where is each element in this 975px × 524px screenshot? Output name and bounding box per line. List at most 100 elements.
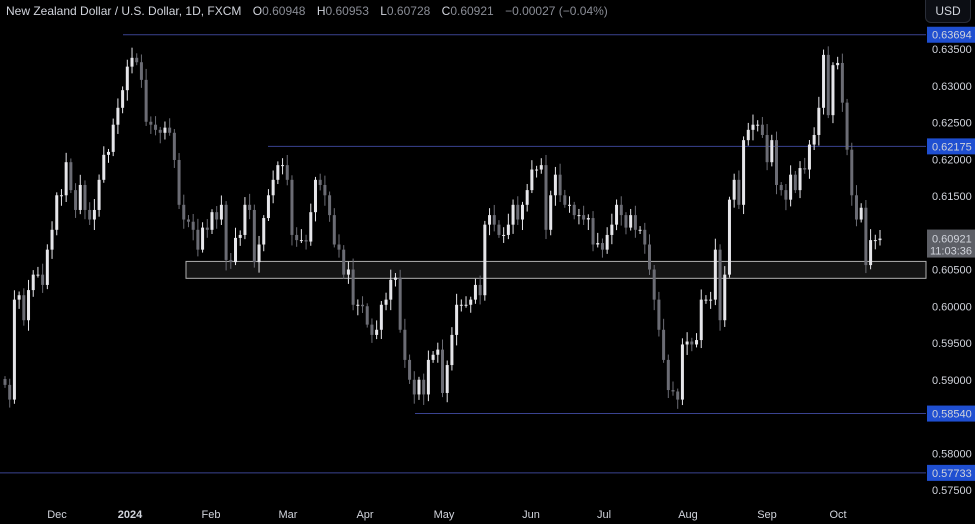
price-tick-label: 0.63000 bbox=[932, 81, 972, 93]
candle-body bbox=[704, 299, 708, 301]
candle-body bbox=[384, 299, 388, 305]
price-tick-label: 0.58000 bbox=[932, 448, 972, 460]
candle-body bbox=[177, 159, 181, 205]
candle-body bbox=[196, 229, 200, 250]
symbol-title[interactable]: New Zealand Dollar / U.S. Dollar, 1D, FX… bbox=[6, 4, 242, 18]
candle-body bbox=[600, 243, 604, 250]
candle-body bbox=[450, 334, 454, 366]
candle-body bbox=[191, 221, 195, 230]
candle-body bbox=[135, 57, 139, 63]
candle-body bbox=[370, 324, 374, 335]
candle-body bbox=[412, 379, 416, 395]
level-price-tag bbox=[927, 138, 975, 155]
candle-body bbox=[328, 195, 332, 216]
candle-body bbox=[45, 249, 49, 285]
candle-body bbox=[342, 249, 346, 275]
candle-body bbox=[365, 306, 369, 325]
candle-body bbox=[74, 190, 78, 210]
candle-body bbox=[859, 207, 863, 220]
candle-body bbox=[318, 179, 322, 185]
time-tick-label: Apr bbox=[356, 509, 373, 521]
time-tick-label: Aug bbox=[678, 509, 698, 521]
candle-body bbox=[615, 204, 619, 225]
candle-body bbox=[652, 269, 656, 300]
candle-body bbox=[873, 240, 877, 242]
candle-body bbox=[266, 195, 270, 219]
candle-body bbox=[657, 299, 661, 330]
low-label: L bbox=[380, 4, 387, 18]
high-label: H bbox=[316, 4, 326, 18]
candle-body bbox=[17, 295, 21, 300]
candle-body bbox=[610, 224, 614, 235]
candle-body bbox=[27, 290, 31, 321]
candle-body bbox=[662, 329, 666, 360]
candle-body bbox=[22, 295, 26, 321]
candle-body bbox=[770, 140, 774, 163]
level-price-label: 0.58540 bbox=[932, 409, 972, 421]
candle-body bbox=[723, 274, 727, 321]
candle-body bbox=[727, 199, 731, 275]
candle-body bbox=[379, 304, 383, 330]
candle-body bbox=[746, 129, 750, 141]
candle-body bbox=[822, 54, 826, 108]
candle-body bbox=[568, 204, 572, 206]
candle-body bbox=[182, 204, 186, 220]
candle-body bbox=[520, 204, 524, 220]
candle-body bbox=[106, 151, 110, 155]
candle-body bbox=[699, 299, 703, 341]
candle-body bbox=[680, 344, 684, 400]
candle-body bbox=[502, 234, 506, 236]
candle-body bbox=[403, 329, 407, 360]
last-price-label: 0.60921 bbox=[932, 234, 972, 246]
candle-body bbox=[139, 62, 143, 80]
candle-body bbox=[248, 204, 252, 210]
candle-body bbox=[506, 224, 510, 235]
candle-body bbox=[638, 229, 642, 231]
candle-body bbox=[577, 215, 581, 217]
candle-body bbox=[426, 359, 430, 395]
candle-body bbox=[299, 240, 303, 242]
candle-body bbox=[12, 299, 16, 400]
level-price-tag bbox=[927, 405, 975, 422]
candle-body bbox=[69, 162, 73, 191]
time-tick-label: Mar bbox=[279, 509, 298, 521]
candle-body bbox=[375, 329, 379, 335]
candle-body bbox=[553, 174, 557, 196]
candle-body bbox=[50, 229, 54, 250]
candle-body bbox=[605, 234, 609, 250]
candle-body bbox=[323, 184, 327, 196]
candle-body bbox=[55, 195, 59, 230]
candle-body bbox=[121, 90, 125, 108]
candle-body bbox=[271, 179, 275, 196]
price-tick-label: 0.60500 bbox=[932, 265, 972, 277]
currency-button[interactable]: USD bbox=[925, 0, 971, 23]
candle-body bbox=[262, 218, 266, 245]
candle-body bbox=[732, 179, 736, 200]
candle-body bbox=[807, 144, 811, 170]
candle-body bbox=[356, 304, 360, 306]
candle-body bbox=[31, 274, 35, 291]
candle-body bbox=[878, 238, 882, 241]
time-tick-label: Feb bbox=[202, 509, 221, 521]
candle-body bbox=[116, 107, 120, 125]
candle-body bbox=[633, 215, 637, 230]
candle-body bbox=[492, 215, 496, 225]
candle-body bbox=[332, 215, 336, 245]
candle-body bbox=[765, 134, 769, 163]
candle-body bbox=[304, 240, 308, 242]
candle-body bbox=[845, 102, 849, 150]
price-tick-label: 0.63500 bbox=[932, 44, 972, 56]
candle-body bbox=[210, 212, 214, 230]
candle-body bbox=[78, 184, 82, 210]
candle-body bbox=[3, 379, 7, 385]
candle-body bbox=[172, 132, 176, 160]
candle-body bbox=[455, 304, 459, 335]
level-price-tag bbox=[927, 464, 975, 481]
chart-legend: New Zealand Dollar / U.S. Dollar, 1D, FX… bbox=[6, 4, 608, 18]
candle-body bbox=[8, 384, 12, 400]
candle-body bbox=[629, 215, 633, 228]
candle-body bbox=[473, 284, 477, 300]
candle-body bbox=[285, 165, 289, 180]
candle-body bbox=[488, 215, 492, 225]
